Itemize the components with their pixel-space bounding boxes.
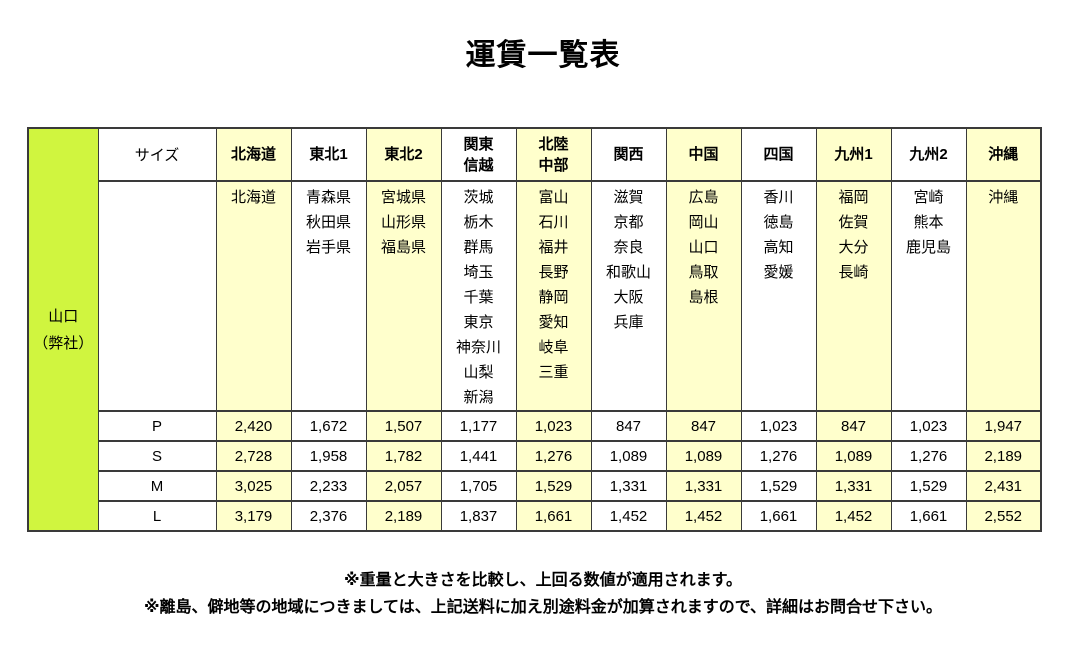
prefecture-list-hokuriku-chubu: 富山 石川 福井 長野 静岡 愛知 岐阜 三重 <box>515 180 592 412</box>
fare-cell: 1,331 <box>815 470 892 502</box>
fare-cell: 1,276 <box>740 440 817 472</box>
size-row-label: L <box>97 500 217 532</box>
fare-cell: 1,089 <box>590 440 667 472</box>
prefecture-list-hokkaido: 北海道 <box>215 180 292 412</box>
fare-cell: 1,276 <box>515 440 592 472</box>
footnotes: ※重量と大きさを比較し、上回る数値が適用されます。 ※離島、僻地等の地域につきま… <box>0 567 1086 621</box>
fare-cell: 1,529 <box>515 470 592 502</box>
fare-cell: 1,529 <box>740 470 817 502</box>
fare-cell: 847 <box>665 410 742 442</box>
fare-cell: 1,507 <box>365 410 442 442</box>
fare-cell: 1,661 <box>515 500 592 532</box>
fare-row-l: L 3,179 2,376 2,189 1,837 1,661 1,452 1,… <box>28 500 1042 532</box>
fare-cell: 2,376 <box>290 500 367 532</box>
fare-cell: 1,089 <box>815 440 892 472</box>
prefecture-list-kanto-shinetsu: 茨城 栃木 群馬 埼玉 千葉 東京 神奈川 山梨 新潟 <box>440 180 517 412</box>
fare-cell: 1,837 <box>440 500 517 532</box>
fare-cell: 2,189 <box>365 500 442 532</box>
size-row-label: P <box>97 410 217 442</box>
prefecture-list-tohoku1: 青森県 秋田県 岩手県 <box>290 180 367 412</box>
fare-cell: 1,958 <box>290 440 367 472</box>
prefecture-list-tohoku2: 宮城県 山形県 福島県 <box>365 180 442 412</box>
fare-cell: 2,420 <box>215 410 292 442</box>
page-title: 運賃一覧表 <box>465 39 621 72</box>
fare-cell: 1,023 <box>890 410 967 442</box>
prefecture-list-chugoku: 広島 岡山 山口 鳥取 島根 <box>665 180 742 412</box>
region-header-tohoku1: 東北1 <box>290 127 367 182</box>
region-header-tohoku2: 東北2 <box>365 127 442 182</box>
note-remote-area: ※離島、僻地等の地域につきましては、上記送料に加え別途料金が加算されますので、詳… <box>143 599 943 616</box>
fare-cell: 2,189 <box>965 440 1042 472</box>
region-header-okinawa: 沖縄 <box>965 127 1042 182</box>
fare-cell: 1,023 <box>515 410 592 442</box>
fare-cell: 1,331 <box>665 470 742 502</box>
region-header-shikoku: 四国 <box>740 127 817 182</box>
region-header-chugoku: 中国 <box>665 127 742 182</box>
fare-cell: 2,728 <box>215 440 292 472</box>
fare-cell: 1,452 <box>590 500 667 532</box>
fare-cell: 1,452 <box>815 500 892 532</box>
fare-cell: 1,782 <box>365 440 442 472</box>
region-header-hokuriku-chubu: 北陸 中部 <box>515 127 592 182</box>
fare-row-s: S 2,728 1,958 1,782 1,441 1,276 1,089 1,… <box>28 440 1042 472</box>
region-header-kanto-shinetsu: 関東 信越 <box>440 127 517 182</box>
prefecture-list-kansai: 滋賀 京都 奈良 和歌山 大阪 兵庫 <box>590 180 667 412</box>
prefecture-list-shikoku: 香川 徳島 高知 愛媛 <box>740 180 817 412</box>
fare-cell: 1,441 <box>440 440 517 472</box>
fare-row-m: M 3,025 2,233 2,057 1,705 1,529 1,331 1,… <box>28 470 1042 502</box>
fare-cell: 1,672 <box>290 410 367 442</box>
fare-cell: 1,089 <box>665 440 742 472</box>
fare-cell: 1,276 <box>890 440 967 472</box>
region-header-kyushu1: 九州1 <box>815 127 892 182</box>
fare-cell: 2,431 <box>965 470 1042 502</box>
prefecture-row: 北海道 青森県 秋田県 岩手県 宮城県 山形県 福島県 茨城 栃木 群馬 埼玉 … <box>28 180 1042 412</box>
size-blank-cell <box>97 180 217 412</box>
size-row-label: M <box>97 470 217 502</box>
fare-cell: 1,661 <box>890 500 967 532</box>
region-header-kansai: 関西 <box>590 127 667 182</box>
region-header-kyushu2: 九州2 <box>890 127 967 182</box>
prefecture-list-kyushu2: 宮崎 熊本 鹿児島 <box>890 180 967 412</box>
fare-cell: 1,705 <box>440 470 517 502</box>
size-row-label: S <box>97 440 217 472</box>
region-header-hokkaido: 北海道 <box>215 127 292 182</box>
fare-cell: 1,661 <box>740 500 817 532</box>
fare-cell: 3,179 <box>215 500 292 532</box>
size-header-cell: サイズ <box>97 127 217 182</box>
fare-cell: 1,331 <box>590 470 667 502</box>
fare-cell: 1,177 <box>440 410 517 442</box>
fare-cell: 847 <box>590 410 667 442</box>
fare-cell: 3,025 <box>215 470 292 502</box>
fare-cell: 1,947 <box>965 410 1042 442</box>
note-weight-rule: ※重量と大きさを比較し、上回る数値が適用されます。 <box>344 572 742 589</box>
header-row: 山口 （弊社） サイズ 北海道 東北1 東北2 関東 信越 北陸 中部 関西 中… <box>27 127 1042 532</box>
fare-cell: 2,552 <box>965 500 1042 532</box>
fare-cell: 1,452 <box>665 500 742 532</box>
fare-cell: 2,233 <box>290 470 367 502</box>
prefecture-list-okinawa: 沖縄 <box>965 180 1042 412</box>
fare-cell: 2,057 <box>365 470 442 502</box>
origin-cell: 山口 （弊社） <box>27 127 99 532</box>
fare-cell: 1,023 <box>740 410 817 442</box>
prefecture-list-kyushu1: 福岡 佐賀 大分 長崎 <box>815 180 892 412</box>
fare-cell: 847 <box>815 410 892 442</box>
fare-row-p: P 2,420 1,672 1,507 1,177 1,023 847 847 … <box>28 410 1042 442</box>
fare-table: 山口 （弊社） サイズ 北海道 東北1 東北2 関東 信越 北陸 中部 関西 中… <box>27 127 1042 532</box>
fare-cell: 1,529 <box>890 470 967 502</box>
